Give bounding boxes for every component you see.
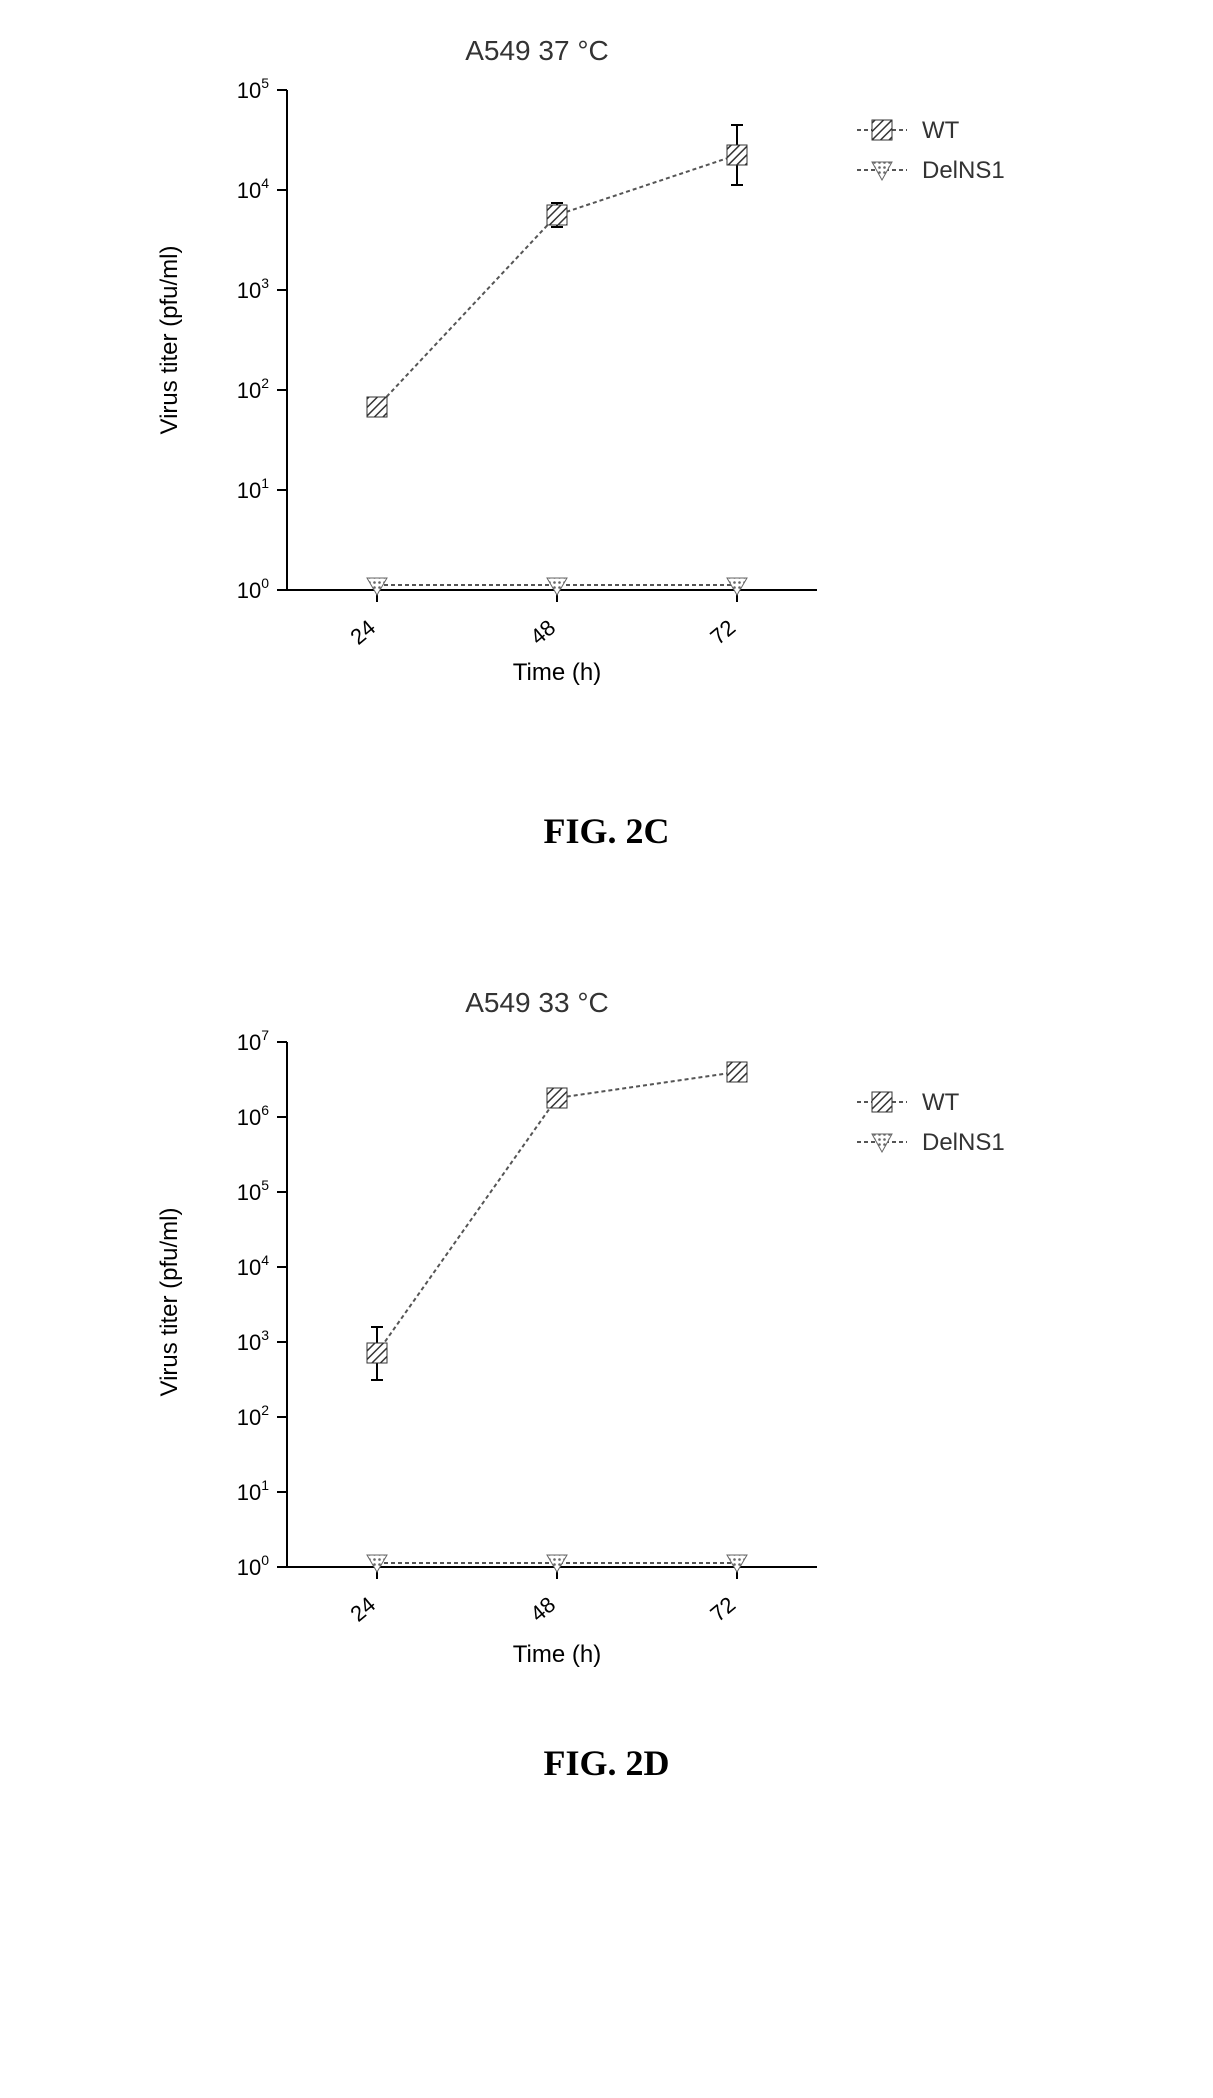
chart2-ylabel: Virus titer (pfu/ml) (156, 1208, 183, 1397)
chart1-legend-wt: WT (922, 117, 960, 144)
chart1-plot-area: 100 101 102 103 104 105 (156, 75, 817, 686)
chart2-series-wt-line (377, 1072, 737, 1353)
chart2-xcat-1: 48 (525, 1592, 560, 1627)
chart-a549-37c: A549 37 °C 100 101 102 (117, 20, 1097, 720)
chart2-title: A549 33 °C (465, 987, 609, 1018)
chart1-series-delns1-markers (367, 578, 747, 595)
chart2-plot-area: 100 101 102 103 104 105 106 107 (156, 1027, 817, 1668)
chart2-xcat-2: 72 (705, 1592, 740, 1627)
chart1-y-ticks: 100 101 102 103 104 105 (236, 75, 286, 603)
chart1-xlabel: Time (h) (512, 659, 600, 686)
chart2-xcat-0: 24 (345, 1592, 380, 1627)
svg-text:106: 106 (236, 1102, 268, 1130)
caption-fig2c: FIG. 2C (544, 810, 670, 852)
chart2-series-delns1-markers (367, 1555, 747, 1572)
chart2-legend-wt: WT (922, 1089, 960, 1116)
chart2-xlabel: Time (h) (512, 1641, 600, 1668)
chart2-series-wt-markers (367, 1062, 747, 1380)
svg-text:100: 100 (236, 1552, 268, 1580)
svg-text:102: 102 (236, 1402, 268, 1430)
chart2-x-ticks: 24 48 72 (345, 1567, 740, 1627)
svg-text:101: 101 (236, 475, 268, 503)
svg-text:103: 103 (236, 1327, 268, 1355)
chart2-legend-delns1: DelNS1 (922, 1129, 1005, 1156)
chart1-x-ticks: 24 48 72 (345, 590, 740, 650)
chart2-y-ticks: 100 101 102 103 104 105 106 107 (236, 1027, 286, 1580)
svg-text:107: 107 (236, 1027, 268, 1055)
svg-text:101: 101 (236, 1477, 268, 1505)
svg-text:104: 104 (236, 175, 268, 203)
chart1-xcat-0: 24 (345, 615, 380, 650)
chart1-xcat-1: 48 (525, 615, 560, 650)
square-icon (872, 120, 892, 140)
chart1-legend: WT DelNS1 (857, 117, 1005, 184)
chart1-legend-delns1: DelNS1 (922, 157, 1005, 184)
chart1-ylabel: Virus titer (pfu/ml) (156, 246, 183, 435)
chart2-legend: WT DelNS1 (857, 1089, 1005, 1156)
chart-a549-33c: A549 33 °C 100 101 102 103 104 (117, 972, 1097, 1702)
svg-text:100: 100 (236, 575, 268, 603)
square-icon (872, 1092, 892, 1112)
svg-text:102: 102 (236, 375, 268, 403)
svg-text:105: 105 (236, 75, 268, 103)
chart1-xcat-2: 72 (705, 615, 740, 650)
caption-fig2d: FIG. 2D (544, 1742, 670, 1784)
svg-text:104: 104 (236, 1252, 268, 1280)
chart1-title: A549 37 °C (465, 35, 609, 66)
chart1-series-wt-markers (367, 125, 747, 417)
svg-text:103: 103 (236, 275, 268, 303)
page: A549 37 °C 100 101 102 (0, 0, 1213, 1824)
svg-text:105: 105 (236, 1177, 268, 1205)
chart1-series-wt-line (377, 155, 737, 407)
